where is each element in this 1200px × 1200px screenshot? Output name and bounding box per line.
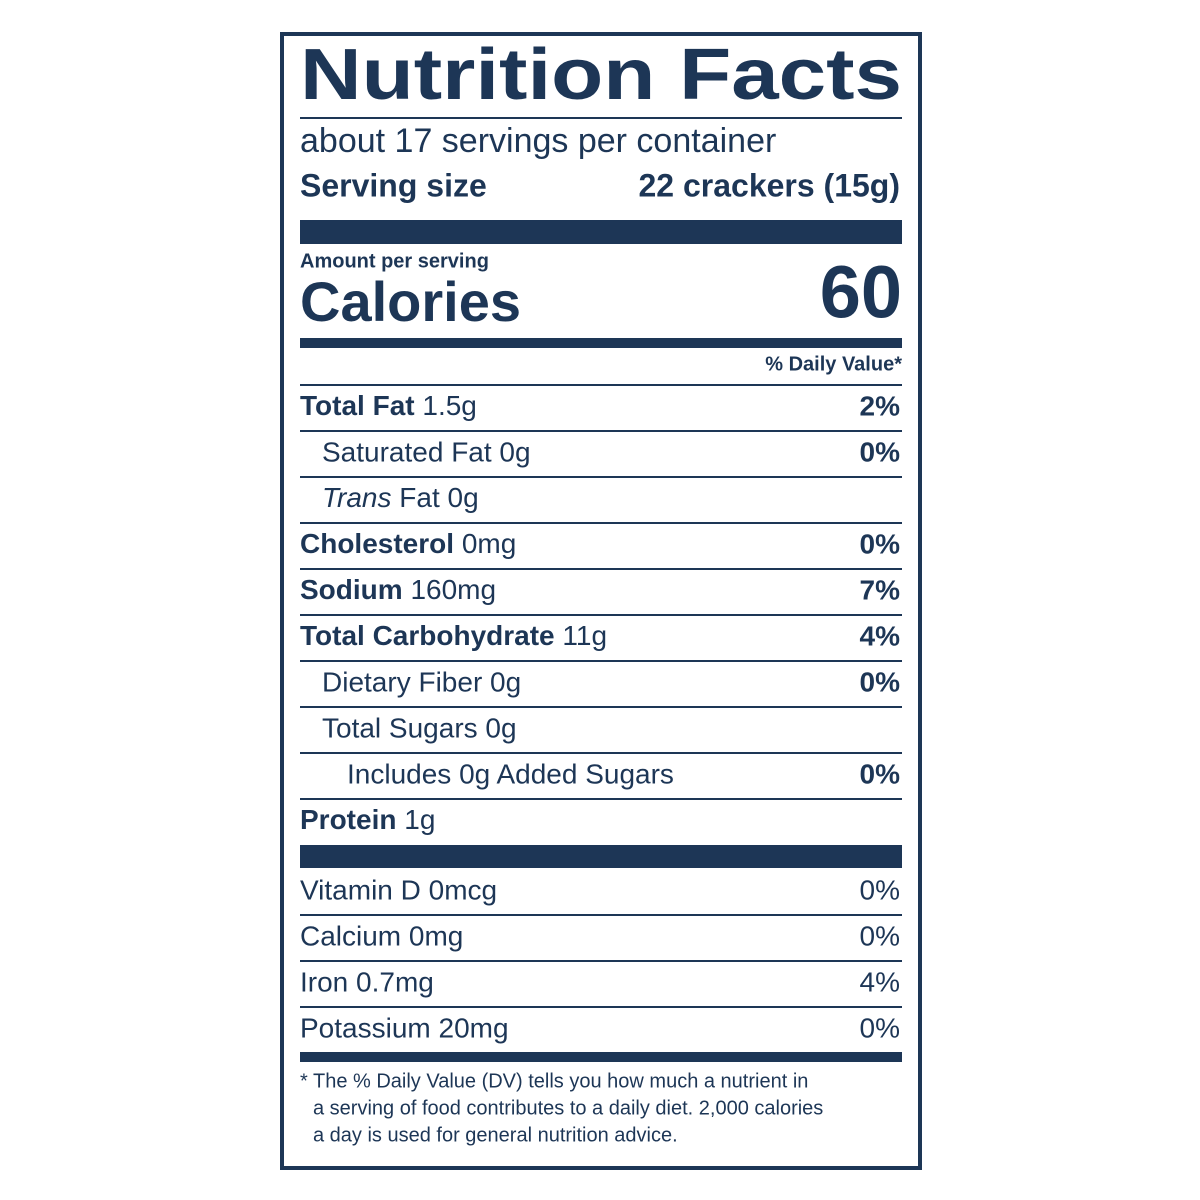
nutrient-dv: 2%: [860, 390, 901, 421]
nutrient-name: Trans: [322, 482, 392, 513]
vitamin-dv: 4%: [860, 966, 900, 997]
nutrient-amount: 1g: [404, 804, 435, 835]
thick-bar: [300, 845, 902, 868]
nutrient-lines: [300, 384, 902, 800]
serving-size: 22 crackers (15g): [638, 167, 900, 203]
label-border: [280, 32, 922, 1170]
vitamin-name: Potassium 20mg: [300, 1012, 509, 1043]
nutrient-name: Protein: [300, 804, 396, 835]
vitamin-name: Iron 0.7mg: [300, 966, 434, 997]
nutrient: Trans Fat 0g: [322, 482, 479, 513]
vitamin-name: Calcium 0mg: [300, 920, 463, 951]
nutrient: Cholesterol 0mg: [300, 528, 516, 559]
footnote-line: a serving of food contributes to a daily…: [313, 1097, 823, 1119]
nutrient-dv: 0%: [860, 758, 901, 789]
nutrient-name: Dietary Fiber 0g: [322, 666, 521, 697]
servings: about 17 servings per container: [300, 122, 776, 160]
medium-bar: [300, 338, 902, 348]
nutrient-amount: 1.5g: [422, 390, 477, 421]
amount-per-serving: Amount per serving: [300, 250, 489, 272]
nutrient: Sodium 160mg: [300, 574, 496, 605]
nutrient-suffix: Fat 0g: [399, 482, 478, 513]
footnote-line: * The % Daily Value (DV) tells you how m…: [300, 1070, 808, 1092]
thick-bar: [300, 220, 902, 244]
vitamin-name: Vitamin D 0mcg: [300, 874, 497, 905]
nutrient-name: Cholesterol: [300, 528, 454, 559]
nutrient-dv: 0%: [860, 436, 901, 467]
footnote-line: a day is used for general nutrition advi…: [313, 1124, 678, 1146]
calories-value: 60: [820, 251, 902, 334]
nutrient-name: Saturated Fat 0g: [322, 436, 531, 467]
nutrient: Protein 1g: [300, 804, 435, 835]
nutrient-name: Total Fat: [300, 390, 415, 421]
nutrient-dv: 0%: [860, 528, 901, 559]
nutrient-name: Includes 0g Added Sugars: [347, 758, 674, 789]
nutrient: Total Fat 1.5g: [300, 390, 477, 421]
nutrient: Total Carbohydrate 11g: [300, 620, 607, 651]
nutrient-amount: 0mg: [462, 528, 516, 559]
medium-bar: [300, 1052, 902, 1062]
nutrient-dv: 4%: [860, 620, 901, 651]
calories-label: Calories: [300, 270, 521, 333]
serving-size-label: Serving size: [300, 167, 487, 203]
title: Nutrition Facts: [300, 35, 902, 115]
nutrient-amount: 11g: [562, 620, 607, 651]
vitamin-dv: 0%: [860, 874, 900, 905]
vitamin-dv: 0%: [860, 920, 900, 951]
nutrient-dv: 7%: [860, 574, 901, 605]
dv-header: % Daily Value*: [765, 353, 902, 375]
nutrient-name: Total Sugars 0g: [322, 712, 517, 743]
nutrient-name: Total Carbohydrate: [300, 620, 555, 651]
vitamin-dv: 0%: [860, 1012, 900, 1043]
nutrient-dv: 0%: [860, 666, 901, 697]
nutrient-name: Sodium: [300, 574, 403, 605]
nutrient-amount: 160mg: [410, 574, 496, 605]
